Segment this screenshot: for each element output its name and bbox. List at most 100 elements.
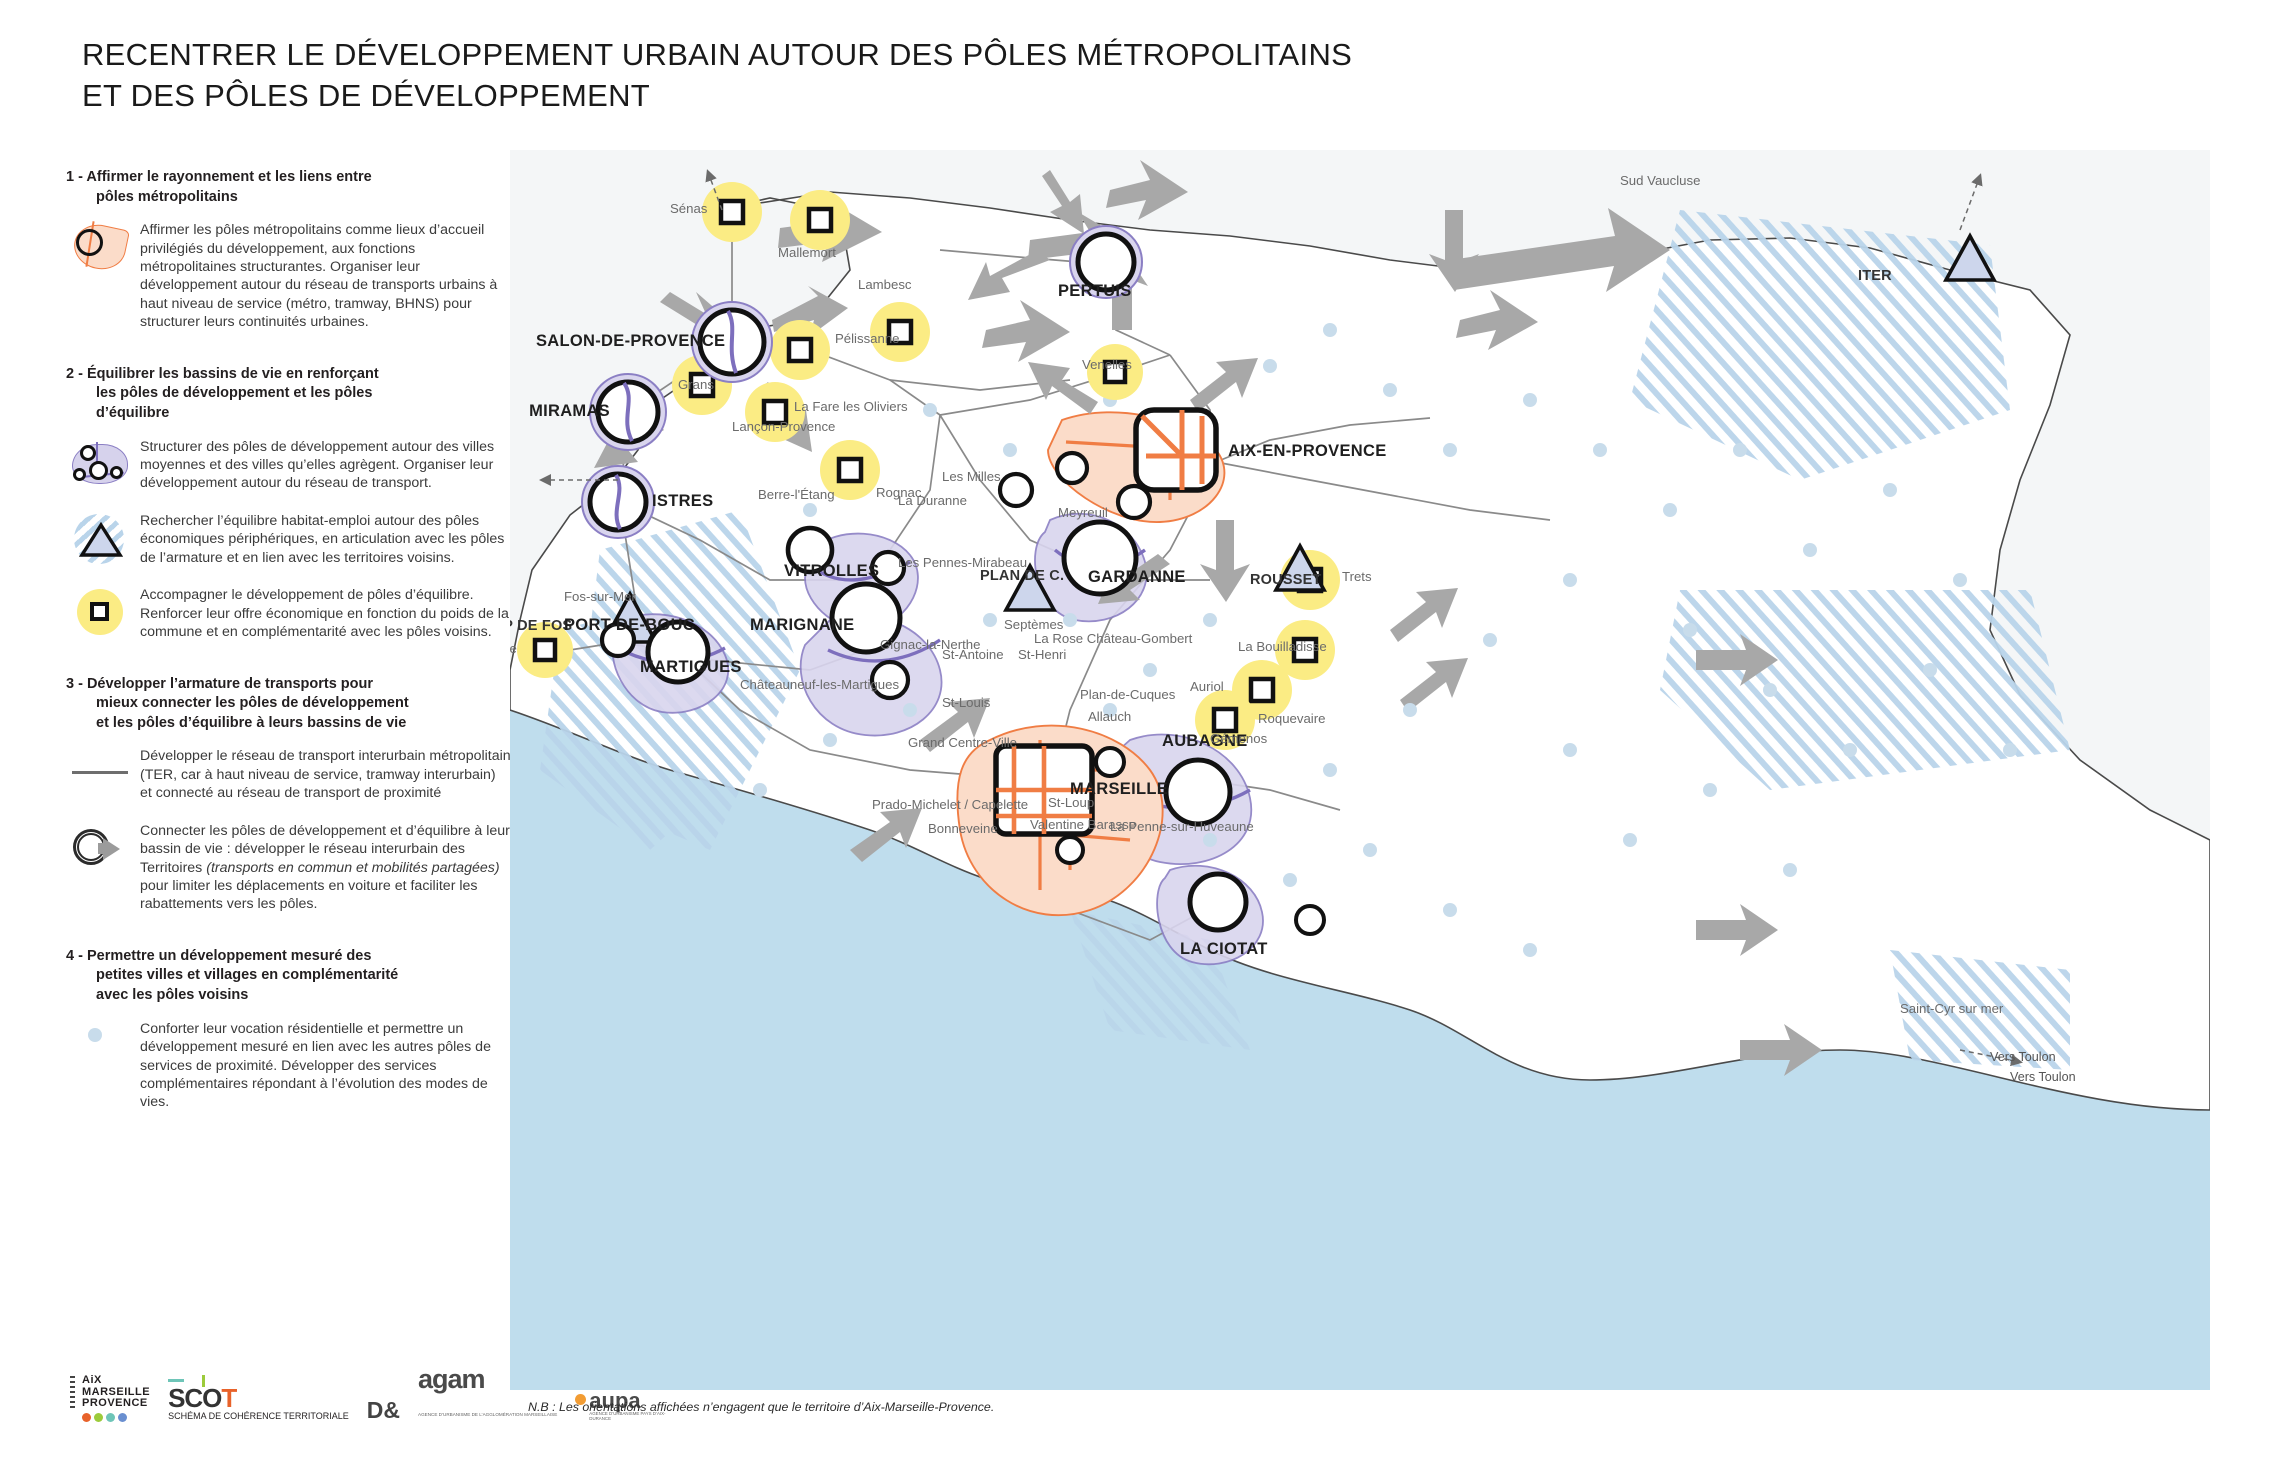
section-title-1-line2: pôles métropolitains (96, 188, 238, 205)
development-pole-cluster-icon (70, 436, 132, 492)
amp-line-1: AiX (82, 1374, 102, 1387)
map-label-iter: ITER (1858, 268, 1892, 284)
map-label-vers-toulon-2: Vers Toulon (2010, 1070, 2076, 1084)
map-label-gignac: Gignac-la-Nerthe (880, 637, 981, 652)
connector-text-part2: pour limiter les déplacements en voiture… (140, 878, 478, 913)
map-label-bonneveine: Bonneveine (928, 821, 998, 836)
section-title-4-line3: avec les pôles voisins (96, 987, 249, 1004)
logo-bar: AiX MARSEILLE PROVENCE SCOT SCHÉMA DE CO… (70, 1365, 679, 1422)
map-label-la-duranne: La Duranne (898, 493, 967, 508)
scot-logo: SCOT SCHÉMA DE COHÉRENCE TERRITORIALE (168, 1374, 349, 1422)
section-number-2: 2 - (66, 365, 87, 382)
marseille-metropole-marker (993, 743, 1095, 837)
map-label-pertuis: PERTUIS (1058, 282, 1132, 300)
map-label-aubagne: AUBAGNE (1162, 732, 1248, 750)
map-label-port-de-bouc: PORT-DE-BOUC (564, 616, 696, 634)
map-label-marignane: MARIGNANE (750, 616, 855, 634)
map-label-vers-toulon: Vers Toulon (1990, 1050, 2056, 1064)
legend-section-heading-4: 4 - Permettre un développement mesuré de… (66, 947, 511, 1006)
map-label-saint-cyr: Saint-Cyr sur mer (1900, 1001, 2004, 1016)
map-label-venelles: Venelles (1082, 357, 1132, 372)
map-label-lancon: Lançon-Provence (732, 419, 836, 434)
map-label-chateauneuf: Châteauneuf-les-Martigues (740, 677, 900, 692)
map-label-rognac: Rognac (876, 485, 922, 500)
legend-item-text: Conforter leur vocation résidentielle et… (140, 1020, 491, 1111)
map-label-marseille: MARSEILLE (1070, 780, 1169, 798)
legend-item-equilibrium-pole[interactable]: Accompagner le développement de pôles d’… (66, 584, 511, 641)
map-label-salon-de-provence: SALON-DE-PROVENCE (536, 332, 726, 350)
map-label-la-bouilladisse: La Bouilladisse (1238, 639, 1327, 654)
section-title-3-line2: mieux connecter les pôles de développeme… (96, 695, 409, 712)
map-label-roquevaire: Roquevaire (1258, 711, 1326, 726)
legend-section-heading-3: 3 - Développer l’armature de transports … (66, 675, 511, 734)
aix-metropole-marker (1133, 407, 1219, 493)
map-label-aix-en-provence: AIX-EN-PROVENCE (1228, 442, 1387, 460)
map-label-auriol: Auriol (1190, 679, 1224, 694)
map-label-st-henri: St-Henri (1018, 647, 1067, 662)
map-label-grans: Grans (678, 377, 714, 392)
section-title-2-line2: les pôles de développement et les pôles (96, 385, 373, 402)
legend-item-transport-network[interactable]: Développer le réseau de transport interu… (66, 745, 511, 802)
map-label-sud-vaucluse: Sud Vaucluse (1620, 173, 1701, 188)
map-label-zip-de-fos: ZIP DE FOS (510, 618, 573, 634)
aupa-logo: aupa AGENCE D’URBANISME PAYS D’AIX-DURAN… (575, 1389, 679, 1421)
map-label-prado-michelet: Prado-Michelet / Capelette (872, 797, 1029, 812)
map-label-allauch: Allauch (1088, 709, 1132, 724)
map-label-istres: ISTRES (652, 492, 714, 510)
legend-item-metropolitan-pole[interactable]: Affirmer les pôles métropolitains comme … (66, 219, 511, 332)
map-label-st-louis: St-Louis (942, 695, 991, 710)
map-label-les-milles: Les Milles (942, 469, 1001, 484)
map-label-fos-sur-mer: Fos-sur-Mer (564, 589, 636, 604)
map-label-vitrolles: VITROLLES (784, 562, 880, 580)
d-logo: D& (366, 1396, 400, 1423)
legend-item-village[interactable]: Conforter leur vocation résidentielle et… (66, 1018, 511, 1112)
map-label-grand-centre-ville: Grand Centre-Ville (908, 735, 1017, 750)
map-label-miramas: MIRAMAS (529, 402, 610, 420)
scot-accent: T (221, 1382, 237, 1413)
legend-item-development-pole[interactable]: Structurer des pôles de développement au… (66, 436, 511, 493)
map-label-berre-letang: Berre-l'Étang (758, 487, 835, 502)
map-label-la-fare: La Fare les Oliviers (794, 399, 908, 414)
map-graphics (510, 150, 2210, 1390)
legend-item-text: Connecter les pôles de développement et … (140, 820, 511, 914)
map-label-les-pennes: Les Pennes-Mirabeau (898, 555, 1028, 570)
map-label-mallemort: Mallemort (778, 245, 836, 260)
connector-text-italic: (transports en commun et mobilités parta… (206, 859, 500, 876)
metropolitan-pole-icon (69, 219, 132, 275)
map-canvas[interactable]: Vers Avignon Vers Manosque Vers Arles Ve… (510, 150, 2210, 1390)
aupa-sub: AGENCE D’URBANISME PAYS D’AIX-DURANCE (589, 1411, 666, 1422)
section-title-4-line1: Permettre un développement mesuré des (86, 947, 372, 964)
section-number-1: 1 - (66, 169, 87, 185)
legend-item-text: Rechercher l’équilibre habitat-emploi au… (140, 512, 505, 566)
section-title-2-line3: d’équilibre (96, 404, 170, 421)
legend-item-connector[interactable]: Connecter les pôles de développement et … (66, 820, 511, 914)
map-label-senas: Sénas (670, 201, 708, 216)
map-label-st-antoine: St-Antoine (942, 647, 1004, 662)
scot-text: SCO (168, 1382, 222, 1413)
map-label-meyreuil: Meyreuil (1058, 505, 1108, 520)
aupa-text: aupa (589, 1388, 641, 1414)
legend-item-economic-pole[interactable]: Rechercher l’équilibre habitat-emploi au… (66, 510, 511, 567)
legend-section-heading-2: 2 - Équilibrer les bassins de vie en ren… (66, 365, 511, 424)
section-title-4-line2: petites villes et villages en complément… (96, 967, 399, 984)
legend-item-text: Structurer des pôles de développement au… (140, 438, 495, 492)
map-label-pelissanne: Pélissanne (835, 331, 900, 346)
amp-line-2: MARSEILLE (82, 1385, 151, 1398)
map-label-rousset: ROUSSET (1250, 572, 1322, 588)
village-dot-icon (70, 1018, 132, 1074)
agam-sub: AGENCE D’URBANISME DE L’AGGLOMÉRATION MA… (418, 1412, 558, 1418)
section-title-3-line1: Développer l’armature de transports pour (86, 675, 373, 692)
section-title-1-line1: Affirmer le rayonnement et les liens ent… (86, 169, 372, 185)
scot-sub: SCHÉMA DE COHÉRENCE TERRITORIALE (168, 1411, 349, 1422)
map-label-plan-de-cuques: Plan-de-Cuques (1080, 687, 1176, 702)
page-title: RECENTRER LE DÉVELOPPEMENT URBAIN AUTOUR… (82, 34, 1682, 116)
map-label-martigues: MARTIGUES (640, 658, 742, 676)
legend-panel: 1 - Affirmer le rayonnement et les liens… (66, 168, 511, 1129)
map-label-gemenos: Gémenos (1210, 731, 1268, 746)
equilibrium-pole-icon (70, 584, 132, 640)
economic-pole-triangle-icon (70, 510, 132, 566)
map-label-st-loup: St-Loup (1048, 795, 1095, 810)
map-disclaimer-note: N.B : Les orientations affichées n’engag… (528, 1400, 995, 1414)
map-label-la-rose: La Rose Château-Gombert (1034, 631, 1193, 646)
map-label-septemes: Septèmes (1004, 617, 1064, 632)
